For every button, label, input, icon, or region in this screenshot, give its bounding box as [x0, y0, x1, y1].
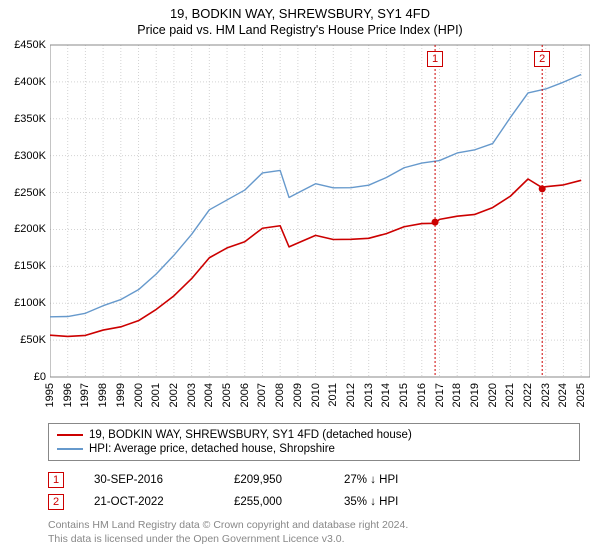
x-axis-label: 2008 — [274, 383, 286, 407]
x-axis-label: 2025 — [575, 383, 587, 407]
y-axis-label: £450K — [14, 39, 50, 51]
x-axis-label: 2002 — [168, 383, 180, 407]
chart-title: 19, BODKIN WAY, SHREWSBURY, SY1 4FD — [0, 0, 600, 21]
x-axis-label: 2006 — [239, 383, 251, 407]
y-axis-label: £50K — [20, 334, 50, 346]
legend-item: HPI: Average price, detached house, Shro… — [57, 442, 571, 456]
x-axis-label: 2020 — [487, 383, 499, 407]
y-axis-label: £0 — [34, 371, 50, 383]
x-axis-label: 2019 — [469, 383, 481, 407]
chart-subtitle: Price paid vs. HM Land Registry's House … — [0, 21, 600, 41]
x-axis-label: 2004 — [203, 383, 215, 407]
footer-text: Contains HM Land Registry data © Crown c… — [48, 519, 580, 546]
legend-item: 19, BODKIN WAY, SHREWSBURY, SY1 4FD (det… — [57, 428, 571, 442]
x-axis-label: 1999 — [115, 383, 127, 407]
y-axis-label: £200K — [14, 223, 50, 235]
x-axis-label: 2012 — [345, 383, 357, 407]
x-axis-label: 2015 — [398, 383, 410, 407]
y-axis-label: £300K — [14, 150, 50, 162]
x-axis-label: 2021 — [504, 383, 516, 407]
x-axis-label: 1997 — [79, 383, 91, 407]
sale-date: 30-SEP-2016 — [94, 474, 204, 486]
chart-container: 19, BODKIN WAY, SHREWSBURY, SY1 4FD Pric… — [0, 0, 600, 560]
sale-diff: 35% ↓ HPI — [344, 496, 444, 508]
footer-line-2: This data is licensed under the Open Gov… — [48, 533, 580, 547]
sale-marker-1: 1 — [427, 51, 443, 67]
sale-diff: 27% ↓ HPI — [344, 474, 444, 486]
y-axis-label: £150K — [14, 260, 50, 272]
x-axis-label: 2023 — [540, 383, 552, 407]
legend-label: HPI: Average price, detached house, Shro… — [89, 443, 335, 455]
footer-line-1: Contains HM Land Registry data © Crown c… — [48, 519, 580, 533]
chart-area: £0£50K£100K£150K£200K£250K£300K£350K£400… — [50, 41, 590, 381]
x-axis-label: 2000 — [133, 383, 145, 407]
x-axis-label: 2018 — [451, 383, 463, 407]
x-axis-label: 2003 — [186, 383, 198, 407]
sale-marker-icon: 1 — [48, 472, 64, 488]
legend-box: 19, BODKIN WAY, SHREWSBURY, SY1 4FD (det… — [48, 423, 580, 461]
sale-marker-2: 2 — [534, 51, 550, 67]
x-axis-label: 2024 — [557, 383, 569, 407]
legend-swatch — [57, 434, 83, 436]
x-axis-label: 2014 — [380, 383, 392, 407]
x-axis-label: 1995 — [44, 383, 56, 407]
x-axis-label: 2009 — [292, 383, 304, 407]
legend-swatch — [57, 448, 83, 450]
sale-price: £209,950 — [234, 474, 314, 486]
x-axis-label: 2017 — [434, 383, 446, 407]
line-chart-svg — [50, 41, 590, 381]
x-axis-label: 2010 — [310, 383, 322, 407]
legend-label: 19, BODKIN WAY, SHREWSBURY, SY1 4FD (det… — [89, 429, 412, 441]
sale-price: £255,000 — [234, 496, 314, 508]
y-axis-label: £350K — [14, 113, 50, 125]
sale-marker-icon: 2 — [48, 494, 64, 510]
x-axis-label: 1998 — [97, 383, 109, 407]
x-axis-label: 2011 — [327, 383, 339, 407]
x-axis-label: 2022 — [522, 383, 534, 407]
x-axis-label: 2013 — [363, 383, 375, 407]
y-axis-label: £250K — [14, 187, 50, 199]
x-axis-label: 2001 — [150, 383, 162, 407]
x-axis-label: 1996 — [62, 383, 74, 407]
x-axis-label: 2005 — [221, 383, 233, 407]
y-axis-label: £400K — [14, 76, 50, 88]
sale-row: 1 30-SEP-2016 £209,950 27% ↓ HPI — [48, 469, 580, 491]
sale-date: 21-OCT-2022 — [94, 496, 204, 508]
sales-table: 1 30-SEP-2016 £209,950 27% ↓ HPI 2 21-OCT-202… — [48, 469, 580, 513]
y-axis-label: £100K — [14, 297, 50, 309]
sale-row: 2 21-OCT-2022 £255,000 35% ↓ HPI — [48, 491, 580, 513]
x-axis-label: 2007 — [256, 383, 268, 407]
x-axis-label: 2016 — [416, 383, 428, 407]
